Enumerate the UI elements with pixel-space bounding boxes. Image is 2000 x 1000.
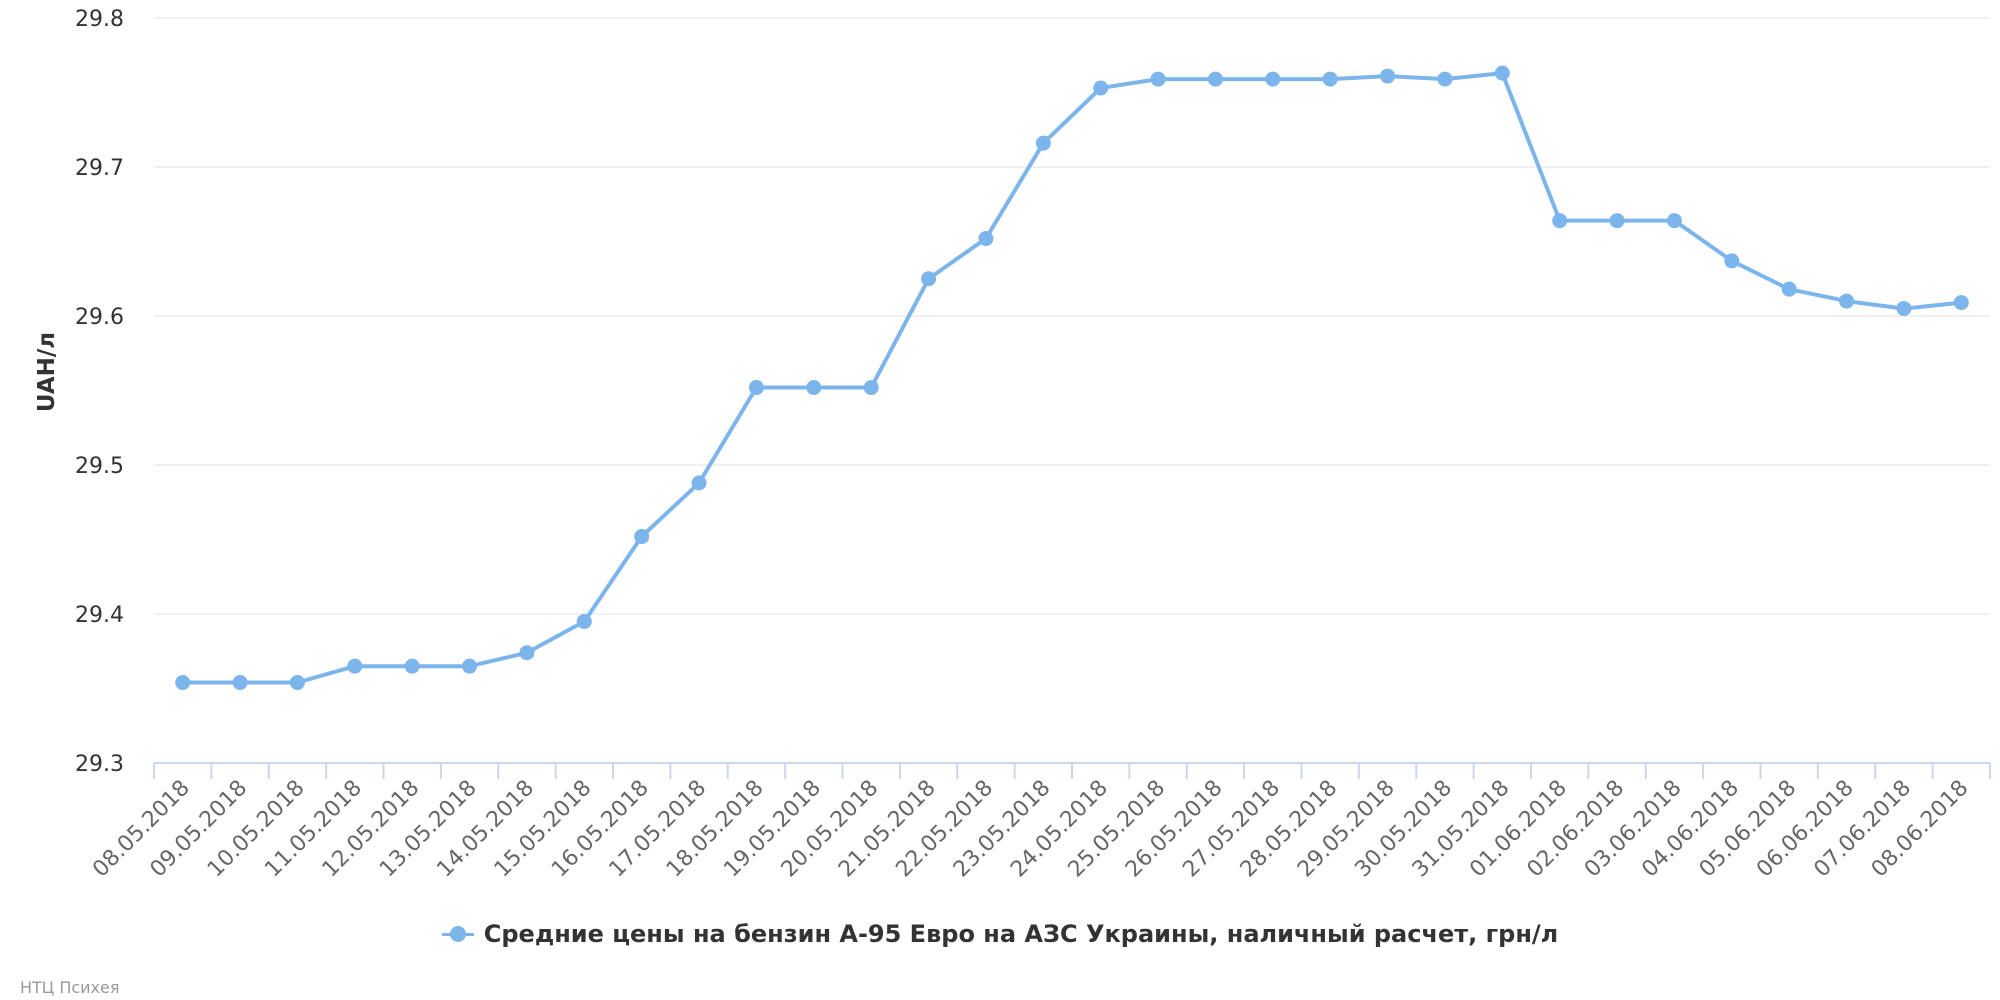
- data-point[interactable]: [175, 675, 191, 691]
- data-point[interactable]: [1437, 71, 1453, 87]
- y-tick-label: 29.7: [75, 156, 124, 181]
- grid-lines: [154, 17, 1990, 615]
- legend: Средние цены на бензин А-95 Евро на АЗС …: [0, 920, 2000, 948]
- y-axis-title: UAH/л: [34, 332, 60, 412]
- x-axis: 08.05.201809.05.201810.05.201811.05.2018…: [88, 762, 1991, 882]
- data-point[interactable]: [748, 380, 764, 396]
- data-point[interactable]: [1150, 71, 1166, 87]
- data-point[interactable]: [1953, 295, 1969, 311]
- data-point[interactable]: [1896, 301, 1912, 317]
- data-point[interactable]: [289, 675, 305, 691]
- legend-marker-icon: [441, 924, 474, 944]
- legend-label: Средние цены на бензин А-95 Евро на АЗС …: [483, 920, 1559, 948]
- data-point[interactable]: [1265, 71, 1281, 87]
- data-point[interactable]: [1207, 71, 1223, 87]
- data-point[interactable]: [519, 645, 535, 661]
- y-tick-label: 29.6: [75, 305, 124, 330]
- data-point[interactable]: [576, 613, 592, 629]
- data-point[interactable]: [462, 658, 478, 674]
- data-point[interactable]: [691, 475, 707, 491]
- data-point[interactable]: [1035, 135, 1051, 151]
- data-point[interactable]: [1093, 80, 1109, 96]
- data-point[interactable]: [1552, 213, 1568, 229]
- y-tick-label: 29.4: [75, 603, 124, 628]
- y-tick-label: 29.5: [75, 454, 124, 479]
- data-point[interactable]: [806, 380, 822, 396]
- data-point[interactable]: [1666, 213, 1682, 229]
- data-point[interactable]: [404, 658, 420, 674]
- data-point[interactable]: [1609, 213, 1625, 229]
- data-point[interactable]: [1322, 71, 1338, 87]
- y-tick-label: 29.3: [75, 752, 124, 777]
- data-point[interactable]: [1839, 293, 1855, 309]
- legend-item[interactable]: Средние цены на бензин А-95 Евро на АЗС …: [441, 920, 1559, 948]
- data-point[interactable]: [1724, 253, 1740, 269]
- data-point[interactable]: [1781, 281, 1797, 297]
- data-point[interactable]: [921, 271, 937, 287]
- data-point[interactable]: [863, 380, 879, 396]
- data-point[interactable]: [347, 658, 363, 674]
- data-point[interactable]: [978, 231, 994, 247]
- y-axis: 29.3 29.4 29.5 29.6 29.7 29.8: [75, 7, 124, 777]
- data-point[interactable]: [1380, 68, 1396, 84]
- data-point[interactable]: [232, 675, 248, 691]
- data-point[interactable]: [1494, 65, 1510, 81]
- credits[interactable]: НТЦ Психея: [20, 978, 120, 997]
- y-tick-label: 29.8: [75, 7, 124, 32]
- series-line: [180, 71, 1964, 685]
- data-point[interactable]: [634, 529, 650, 545]
- series-layer: [175, 65, 1969, 691]
